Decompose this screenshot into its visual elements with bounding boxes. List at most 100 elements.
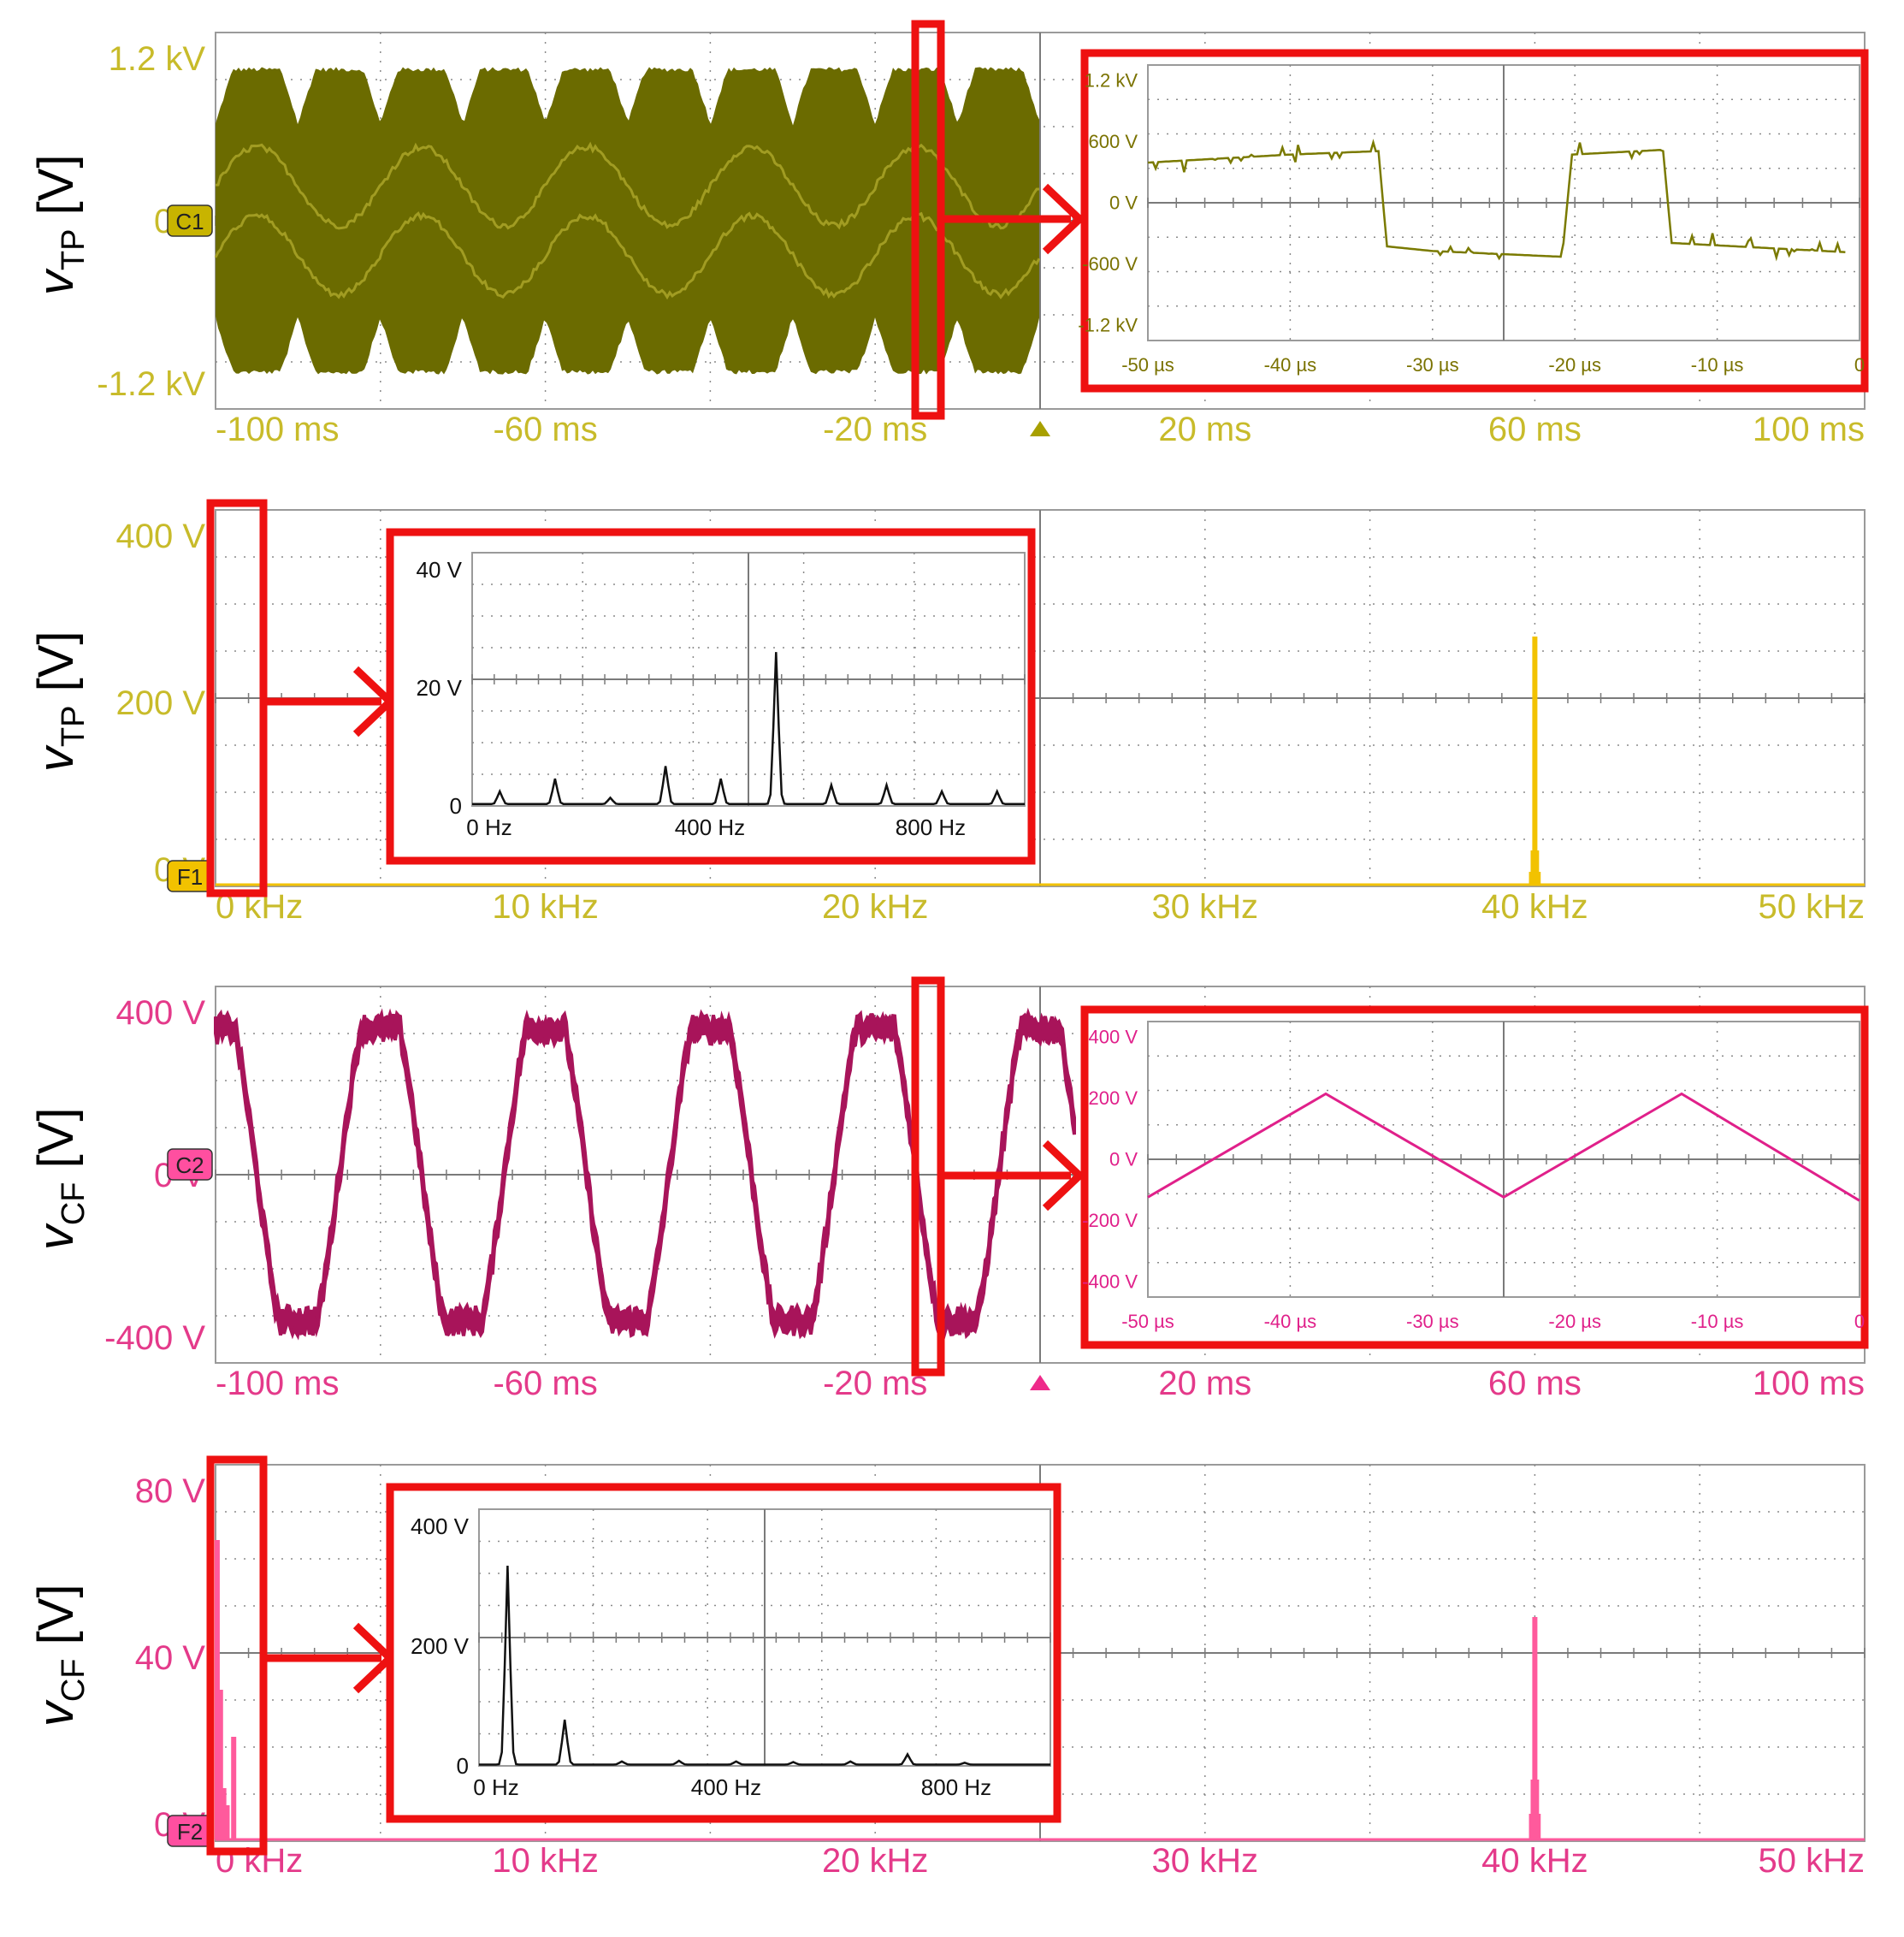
- vcf-time-inset-ytick-label: 200 V: [1089, 1087, 1138, 1109]
- vcf-time-inset-xtick-label: -20 µs: [1548, 1311, 1601, 1332]
- vtp-time-inset-xtick-label: -40 µs: [1264, 354, 1317, 376]
- vtp-time-ytick-label: -1.2 kV: [97, 365, 205, 403]
- vtp-time-inset-ytick-label: 0 V: [1109, 193, 1138, 214]
- vcf-time-inset-xtick-label: -50 µs: [1121, 1311, 1174, 1332]
- vcf-fft-ytick-label: 40 V: [135, 1639, 206, 1677]
- vcf-fft-bar: [224, 1805, 230, 1839]
- vcf-time-inset-xtick-label: -40 µs: [1264, 1311, 1317, 1332]
- vcf-fft-inset-xtick-label: 400 Hz: [691, 1774, 761, 1800]
- vcf-fft-xtick-label: 50 kHz: [1759, 1842, 1866, 1880]
- vcf-fft-xtick-label: 30 kHz: [1152, 1842, 1259, 1880]
- vtp-time-xtick-label: 60 ms: [1488, 411, 1582, 448]
- vcf-fft-bar: [231, 1737, 237, 1839]
- vtp-time-inset-ytick-label: -600 V: [1082, 253, 1138, 275]
- vtp-fft-bar: [1532, 637, 1538, 885]
- vcf-time-inset-xtick-label: -10 µs: [1691, 1311, 1744, 1332]
- vcf-time-inset-ytick-label: 400 V: [1089, 1027, 1138, 1048]
- vcf-fft-channel-label: F2: [177, 1819, 203, 1845]
- vtp-fft-inset-xtick-label: 400 Hz: [675, 814, 745, 840]
- vtp-fft-inset-xtick-label: 800 Hz: [896, 814, 966, 840]
- vcf-time-trigger-marker: [1030, 1375, 1050, 1390]
- vtp-time-channel-badge: [167, 204, 213, 237]
- vcf-time-ytick-label: -400 V: [104, 1319, 205, 1357]
- vtp-time-inset-xtick-label: -50 µs: [1121, 354, 1174, 376]
- vtp-time-trace-lower: [214, 210, 1041, 300]
- vcf-time-xtick-label: -100 ms: [216, 1365, 340, 1402]
- vtp-time-inset-xtick-label: 0: [1854, 354, 1865, 376]
- vcf-fft-bar: [1532, 1617, 1538, 1839]
- vtp-fft-ytick-label: 200 V: [115, 684, 205, 722]
- vcf-time-inset-ytick-label: -200 V: [1082, 1210, 1138, 1231]
- vcf-fft-inset-ytick-label: 0: [457, 1753, 469, 1779]
- vcf-time-channel-label: C2: [175, 1152, 204, 1178]
- vcf-time-xtick-label: -60 ms: [493, 1365, 597, 1402]
- vtp-time-inset-ytick-label: -1.2 kV: [1078, 315, 1138, 336]
- vcf-time-xtick-label: -20 ms: [823, 1365, 927, 1402]
- vtp-fft-inset-ytick-label: 20 V: [417, 675, 463, 701]
- panel-vtp-time: 1.2 kV 0 V -1.2 kV -100 ms -60 ms -20 ms 20 ms…: [97, 20, 1869, 448]
- vcf-time-channel-badge: [167, 1148, 213, 1181]
- vtp-time-xtick-label: 100 ms: [1753, 411, 1865, 448]
- vtp-fft-inset-ytick-label: 40 V: [417, 557, 463, 583]
- vcf-time-inset-xtick-label: 0: [1854, 1311, 1865, 1332]
- vtp-fft-inset-ytick-label: 0: [450, 793, 462, 819]
- vtp-fft-inset-xtick-label: 0 Hz: [466, 814, 511, 840]
- vcf-time-inset-ytick-label: -400 V: [1082, 1271, 1138, 1293]
- vtp-time-xtick-label: -20 ms: [823, 411, 927, 448]
- panel-vcf-time: 400 V 0 V -400 V -100 ms -60 ms -20 ms 20 ms 60…: [104, 976, 1869, 1402]
- vtp-fft-bar: [1535, 872, 1541, 885]
- vcf-time-ytick-label: 400 V: [115, 994, 205, 1032]
- vtp-time-xtick-label: -100 ms: [216, 411, 340, 448]
- vcf-time-arrow-head: [1042, 1140, 1085, 1211]
- vcf-fft-bar: [1535, 1814, 1541, 1839]
- vtp-time-inset-trace: [1147, 139, 1846, 262]
- vtp-time-trace-upper: [215, 141, 1040, 230]
- vcf-time-inset-ytick-label: 0 V: [1109, 1149, 1138, 1170]
- vtp-time-inset-xtick-label: -30 µs: [1406, 354, 1459, 376]
- vcf-time-xtick-label: 20 ms: [1158, 1365, 1251, 1402]
- vcf-fft-inset-trace: [479, 1565, 1050, 1766]
- vtp-fft-channel-label: F1: [177, 864, 203, 890]
- vcf-fft-xtick-label: 40 kHz: [1481, 1842, 1588, 1880]
- vtp-fft-ytick-label: 400 V: [115, 518, 205, 555]
- vcf-time-trace: [214, 1007, 1076, 1342]
- vtp-fft-bar: [1534, 850, 1540, 885]
- vcf-fft-bar: [214, 1540, 220, 1839]
- vtp-time-inset-xtick-label: -20 µs: [1548, 354, 1601, 376]
- vtp-time-ytick-label: 1.2 kV: [109, 40, 206, 78]
- vcf-fft-bar: [217, 1690, 223, 1839]
- vcf-time-inset-xtick-label: -30 µs: [1406, 1311, 1459, 1332]
- vcf-fft-inset-xtick-label: 0 Hz: [473, 1774, 518, 1800]
- vcf-time-xtick-label: 100 ms: [1753, 1365, 1865, 1402]
- vtp-time-inset-ytick-label: 600 V: [1089, 131, 1138, 152]
- vtp-fft-xtick-label: 50 kHz: [1759, 888, 1866, 926]
- y-axis-label-vtp-time: vTP [V]: [28, 154, 92, 296]
- vcf-fft-inset-ytick-label: 200 V: [411, 1633, 470, 1659]
- vcf-fft-inset-ytick-label: 400 V: [411, 1513, 470, 1539]
- vtp-fft-inset-trace: [472, 652, 1025, 806]
- vcf-fft-bar: [1534, 1780, 1540, 1839]
- y-axis-label-vtp-fft: vTP [V]: [28, 631, 92, 773]
- vcf-fft-xtick-label: 10 kHz: [492, 1842, 599, 1880]
- vcf-fft-bar: [221, 1788, 227, 1839]
- y-axis-label-vcf-time: vCF [V]: [28, 1107, 92, 1251]
- vtp-fft-xtick-label: 30 kHz: [1152, 888, 1259, 926]
- y-axis-label-vcf-fft: vCF [V]: [28, 1584, 92, 1727]
- vtp-fft-xtick-label: 40 kHz: [1481, 888, 1588, 926]
- vtp-fft-xtick-label: 10 kHz: [492, 888, 599, 926]
- vtp-time-channel-label: C1: [175, 209, 204, 234]
- vtp-time-inset-xtick-label: -10 µs: [1691, 354, 1744, 376]
- vtp-time-inset-ytick-label: 1.2 kV: [1085, 70, 1138, 92]
- vtp-fft-xtick-label: 20 kHz: [822, 888, 929, 926]
- vcf-fft-xtick-label: 20 kHz: [822, 1842, 929, 1880]
- vtp-time-xtick-label: -60 ms: [493, 411, 597, 448]
- vcf-time-inset-trace: [1147, 1092, 1860, 1202]
- vcf-fft-inset-xtick-label: 800 Hz: [921, 1774, 991, 1800]
- vcf-fft-ytick-label: 80 V: [135, 1472, 206, 1510]
- vtp-time-trigger-marker: [1030, 421, 1050, 436]
- vcf-time-xtick-label: 60 ms: [1488, 1365, 1582, 1402]
- vtp-time-arrow-head: [1042, 183, 1085, 255]
